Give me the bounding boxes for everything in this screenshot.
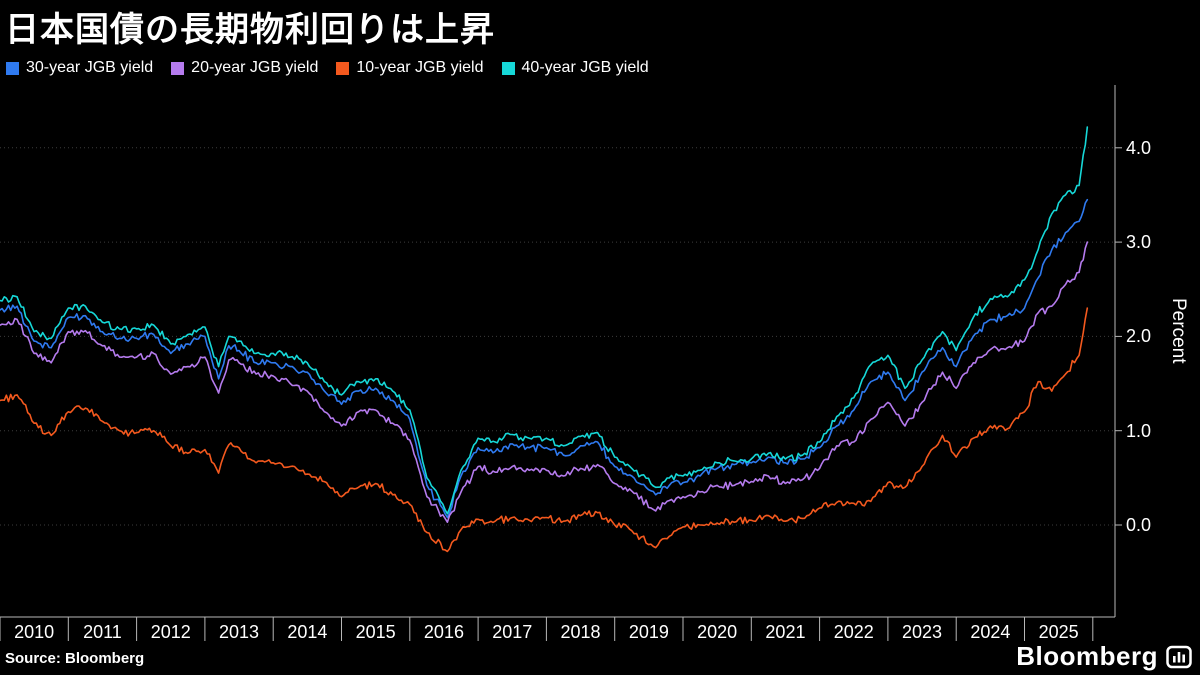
x-tick-label: 2023 xyxy=(902,622,943,642)
x-tick-label: 2012 xyxy=(150,622,191,642)
x-tick-label: 2024 xyxy=(970,622,1011,642)
legend-label: 20-year JGB yield xyxy=(191,59,319,76)
chart-legend: 30-year JGB yield 20-year JGB yield 10-yea… xyxy=(6,59,649,77)
legend-item: 30-year JGB yield xyxy=(6,59,153,77)
x-tick-label: 2018 xyxy=(560,622,601,642)
legend-swatch xyxy=(501,61,515,75)
bloomberg-logo: Bloomberg xyxy=(1016,641,1192,672)
legend-swatch xyxy=(336,61,350,75)
source-attribution: Source: Bloomberg xyxy=(5,650,145,667)
legend-label: 40-year JGB yield xyxy=(521,59,649,76)
legend-label: 10-year JGB yield xyxy=(356,59,484,76)
x-tick-label: 2021 xyxy=(765,622,806,642)
x-tick-label: 2015 xyxy=(355,622,396,642)
series-line-40-year-jgb-yield xyxy=(0,126,1089,515)
x-tick-label: 2016 xyxy=(423,622,464,642)
x-tick-label: 2022 xyxy=(833,622,874,642)
bloomberg-wordmark: Bloomberg xyxy=(1016,641,1158,671)
x-tick-label: 2020 xyxy=(697,622,738,642)
legend-swatch xyxy=(6,61,19,75)
y-tick-label: 4.0 xyxy=(1126,137,1152,158)
y-tick-label: 3.0 xyxy=(1126,232,1152,253)
series-line-10-year-jgb-yield xyxy=(0,307,1089,553)
y-axis-title: Percent xyxy=(1168,298,1189,364)
x-tick-label: 2017 xyxy=(492,622,533,642)
x-tick-label: 2019 xyxy=(628,622,669,642)
legend-item: 40-year JGB yield xyxy=(501,59,649,77)
series-line-30-year-jgb-yield xyxy=(0,198,1089,519)
x-tick-label: 2010 xyxy=(14,622,55,642)
legend-item: 10-year JGB yield xyxy=(336,59,484,77)
x-tick-label: 2013 xyxy=(219,622,260,642)
y-tick-label: 0.0 xyxy=(1126,515,1152,535)
x-tick-label: 2014 xyxy=(287,622,328,642)
chart-title: 日本国債の長期物利回りは上昇 xyxy=(5,10,495,50)
x-tick-label: 2011 xyxy=(83,622,122,642)
series-line-20-year-jgb-yield xyxy=(0,241,1089,524)
y-tick-label: 1.0 xyxy=(1126,420,1152,441)
bloomberg-terminal-icon xyxy=(1166,645,1192,668)
y-tick-label: 2.0 xyxy=(1126,326,1152,347)
legend-swatch xyxy=(171,61,185,75)
legend-label: 30-year JGB yield xyxy=(26,59,154,76)
legend-item: 20-year JGB yield xyxy=(171,59,318,77)
x-tick-label: 2025 xyxy=(1038,622,1079,642)
